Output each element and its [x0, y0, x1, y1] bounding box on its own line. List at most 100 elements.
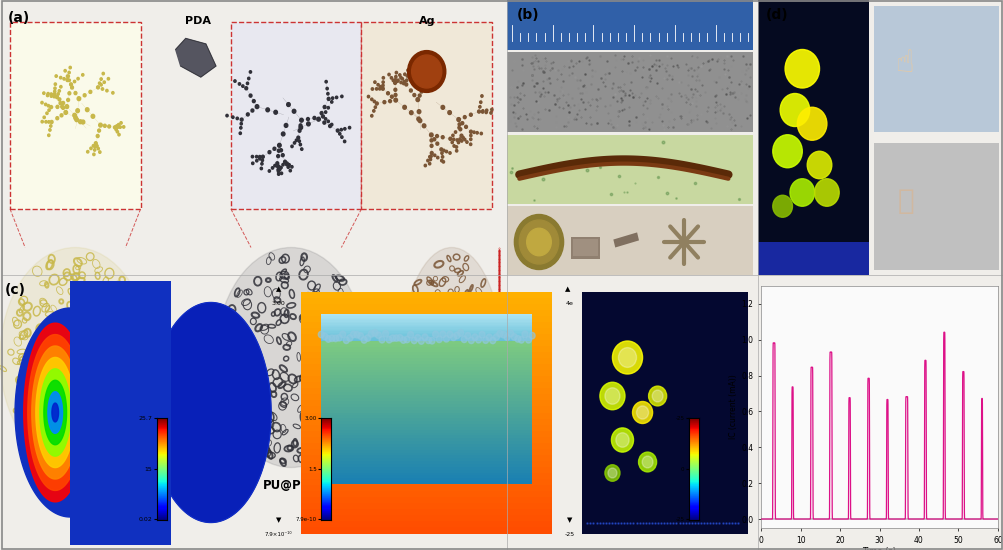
Circle shape — [239, 132, 241, 135]
Circle shape — [440, 152, 442, 155]
Circle shape — [354, 332, 360, 338]
Circle shape — [386, 92, 389, 95]
Circle shape — [399, 81, 402, 84]
Bar — [231, 22, 361, 209]
Circle shape — [455, 150, 457, 152]
Circle shape — [406, 69, 408, 72]
Circle shape — [96, 145, 98, 147]
Circle shape — [418, 119, 421, 123]
Circle shape — [256, 160, 258, 162]
Circle shape — [85, 108, 89, 112]
Circle shape — [393, 81, 396, 84]
Circle shape — [313, 117, 316, 119]
Bar — [321, 447, 532, 450]
Bar — [301, 292, 552, 298]
Circle shape — [348, 126, 350, 129]
Circle shape — [396, 80, 398, 82]
Bar — [301, 461, 552, 467]
Circle shape — [374, 106, 376, 108]
Bar — [301, 527, 552, 533]
Circle shape — [357, 333, 363, 339]
Circle shape — [417, 109, 420, 114]
Bar — [321, 393, 532, 395]
Bar — [321, 404, 532, 407]
Circle shape — [97, 129, 100, 132]
Bar — [321, 412, 532, 415]
Circle shape — [255, 104, 259, 108]
Bar — [321, 326, 532, 327]
Circle shape — [326, 92, 329, 95]
Bar — [321, 381, 532, 384]
Circle shape — [340, 129, 342, 131]
Circle shape — [652, 390, 662, 402]
Circle shape — [479, 101, 481, 103]
Circle shape — [404, 83, 407, 86]
Bar — [301, 322, 552, 328]
Circle shape — [418, 338, 424, 344]
Circle shape — [240, 118, 243, 121]
Circle shape — [60, 86, 62, 88]
Circle shape — [100, 84, 102, 86]
Circle shape — [81, 74, 84, 76]
Circle shape — [86, 151, 89, 153]
Circle shape — [297, 136, 299, 139]
Circle shape — [343, 337, 349, 344]
Circle shape — [107, 125, 110, 128]
Circle shape — [425, 337, 431, 344]
Circle shape — [67, 75, 69, 78]
Circle shape — [280, 166, 282, 169]
Circle shape — [409, 111, 412, 114]
Bar — [757, 0, 868, 275]
Circle shape — [772, 195, 791, 217]
Circle shape — [463, 116, 465, 119]
Circle shape — [454, 131, 456, 133]
Circle shape — [387, 73, 390, 76]
Circle shape — [61, 106, 64, 109]
Circle shape — [457, 123, 460, 126]
Bar — [321, 316, 532, 318]
Text: 4e: 4e — [566, 301, 573, 306]
Circle shape — [330, 123, 333, 126]
Text: PU@PDA: PU@PDA — [262, 479, 320, 492]
Circle shape — [74, 116, 77, 120]
Circle shape — [441, 156, 443, 158]
Circle shape — [45, 120, 47, 123]
Circle shape — [232, 116, 234, 118]
Circle shape — [445, 150, 447, 153]
Circle shape — [411, 337, 417, 344]
Circle shape — [268, 170, 270, 172]
Bar — [301, 443, 552, 449]
Circle shape — [450, 334, 456, 340]
Circle shape — [464, 125, 467, 128]
Circle shape — [370, 114, 372, 117]
Circle shape — [458, 128, 461, 131]
Bar — [321, 389, 532, 393]
Circle shape — [98, 82, 100, 85]
Circle shape — [469, 130, 471, 133]
Circle shape — [277, 149, 280, 152]
Circle shape — [350, 331, 356, 338]
Circle shape — [496, 331, 503, 337]
Circle shape — [103, 124, 106, 128]
Circle shape — [459, 134, 462, 138]
Circle shape — [442, 149, 444, 152]
Circle shape — [373, 81, 376, 84]
Circle shape — [375, 102, 378, 105]
Circle shape — [50, 93, 52, 95]
Circle shape — [340, 136, 343, 139]
Circle shape — [642, 456, 652, 468]
Polygon shape — [48, 392, 62, 433]
Circle shape — [390, 76, 392, 79]
Bar — [321, 432, 532, 436]
Circle shape — [318, 331, 324, 338]
Circle shape — [455, 139, 457, 141]
Circle shape — [282, 163, 284, 166]
Circle shape — [455, 146, 457, 148]
Circle shape — [469, 113, 471, 116]
Circle shape — [422, 124, 425, 128]
Circle shape — [421, 81, 424, 84]
Circle shape — [381, 87, 384, 90]
Circle shape — [105, 90, 108, 92]
Bar — [301, 328, 552, 334]
Circle shape — [388, 100, 391, 103]
